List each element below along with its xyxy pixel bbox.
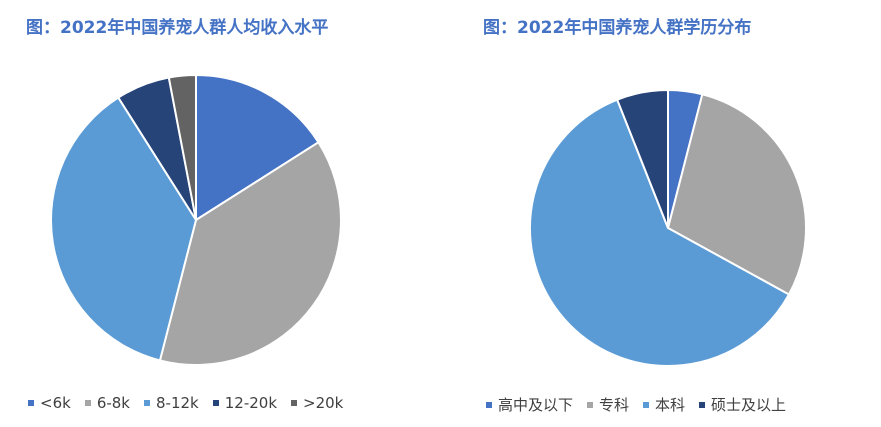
pie-slice <box>529 98 791 367</box>
legend-label: 专科 <box>599 396 630 414</box>
legend-label: 12-20k <box>224 394 278 412</box>
legend-swatch <box>28 400 34 406</box>
legend-label: >20k <box>303 394 344 412</box>
legend-swatch <box>643 401 650 408</box>
legend-item: 高中及以下 <box>486 394 573 415</box>
chart-legend: <6k 6-8k 8-12k 12-20k >20k <box>28 394 357 412</box>
pie-slice <box>195 73 320 222</box>
legend-item: 专科 <box>587 394 629 415</box>
legend-label: 本科 <box>655 396 686 414</box>
legend-swatch <box>84 400 91 406</box>
chart-legend: 高中及以下 专科 本科 硕士及以上 <box>486 394 800 415</box>
legend-label: 硕士及以上 <box>711 396 787 414</box>
legend-swatch <box>291 400 298 406</box>
legend-item: 本科 <box>643 394 685 415</box>
legend-label: <6k <box>40 394 71 412</box>
legend-item: 6-8k <box>84 394 130 412</box>
legend-swatch <box>486 401 492 408</box>
chart-title: 图：2022年中国养宠人群人均收入水平 <box>26 18 329 38</box>
legend-item: 12-20k <box>212 394 278 412</box>
legend-item: <6k <box>28 394 71 412</box>
legend-swatch <box>212 400 219 406</box>
education-chart-panel: 图：2022年中国养宠人群学历分布 高中及以下 专科 本科 硕士及以上 <box>440 0 881 427</box>
legend-swatch <box>587 401 594 408</box>
legend-label: 8-12k <box>156 394 199 412</box>
legend-label: 6-8k <box>96 394 130 412</box>
legend-swatch <box>144 400 150 406</box>
pie-slice <box>666 93 807 296</box>
income-pie-chart <box>50 73 342 366</box>
income-chart-panel: 图：2022年中国养宠人群人均收入水平 <6k 6-8k 8-12k 12-20k >2… <box>0 0 440 427</box>
legend-item: >20k <box>291 394 343 412</box>
pie-slice <box>615 88 669 229</box>
legend-swatch <box>699 401 706 408</box>
pie-slice <box>167 73 197 221</box>
legend-label: 高中及以下 <box>498 396 574 414</box>
chart-title: 图：2022年中国养宠人群学历分布 <box>483 18 752 38</box>
legend-item: 8-12k <box>144 394 199 412</box>
legend-item: 硕士及以上 <box>699 394 786 415</box>
pie-slice <box>158 140 342 366</box>
education-pie-chart <box>529 88 807 367</box>
